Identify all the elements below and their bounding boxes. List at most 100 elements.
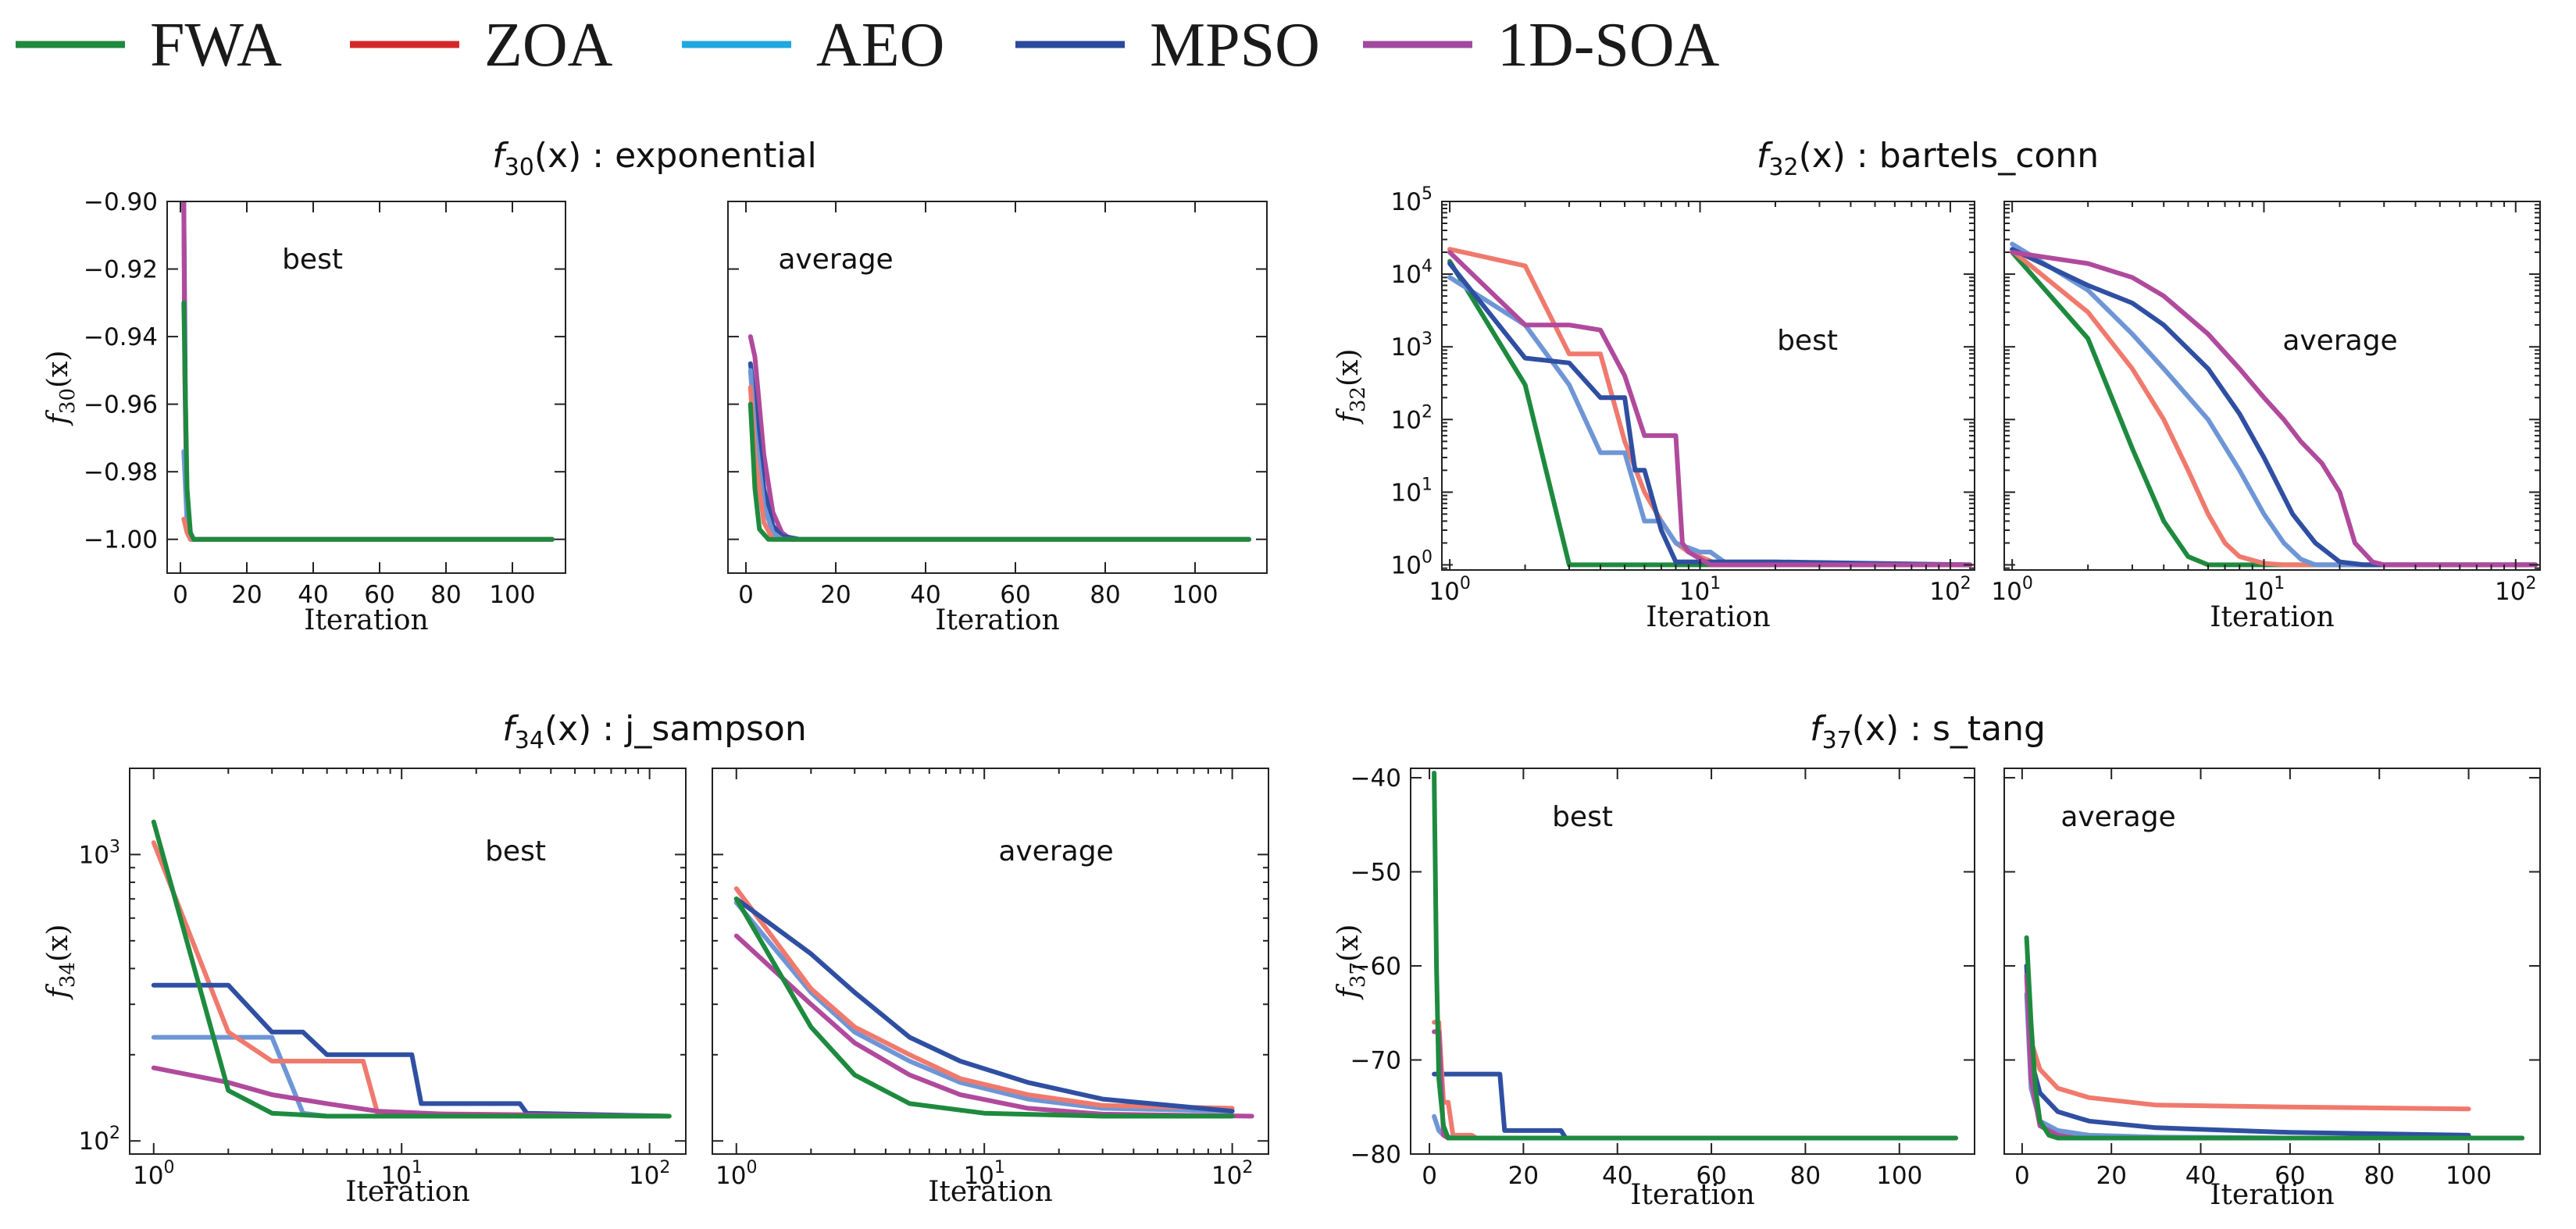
legend-label: 1D-SOA (1497, 11, 1720, 80)
x-tick-label: 100 (2446, 1162, 2492, 1190)
x-tick-label: 60 (364, 581, 394, 609)
x-tick-label: 101 (380, 1158, 422, 1190)
panel-best: 0 20 40 60 80 100 −1.00 −0.98 −0.96 −0.94 −0.92 −0.… (84, 188, 566, 636)
x-tick-label: 101 (1679, 574, 1721, 606)
series-line-1d-soa (1432, 1029, 1958, 1141)
series-line-aeo (733, 899, 1235, 1114)
y-tick-label: −40 (1350, 764, 1401, 793)
panel-annotation: average (998, 835, 1113, 867)
y-tick-label: −50 (1350, 859, 1401, 887)
y-tick-label: −1.00 (84, 526, 158, 554)
x-axis-label: Iteration (935, 604, 1060, 636)
legend-label: AEO (816, 11, 944, 80)
chart-groups: f30(x) : exponential f30(x) 0 20 40 60 80 100 −1… (42, 136, 2541, 1211)
x-tick-label: 100 (1429, 574, 1470, 606)
x-tick-label: 102 (1929, 574, 1971, 606)
y-tick-label: −80 (1350, 1141, 1401, 1169)
legend-item-fwa: FWA (16, 11, 282, 80)
x-tick-label: 0 (2014, 1162, 2030, 1190)
y-tick-label: 102 (79, 1124, 120, 1156)
legend-label: ZOA (484, 11, 613, 80)
series-line-aeo (1432, 1113, 1958, 1141)
x-tick-label: 20 (1508, 1162, 1539, 1190)
x-axis-label: Iteration (304, 604, 429, 636)
y-tick-label: −70 (1350, 1047, 1401, 1075)
series-line-zoa (151, 840, 672, 1119)
x-tick-label: 100 (489, 581, 535, 609)
x-tick-label: 80 (2364, 1162, 2394, 1190)
legend: FWA ZOA AEO MPSO 1D-SOA (16, 11, 1720, 80)
y-tick-label: 100 (1391, 547, 1432, 579)
panel-best: 0 20 40 60 80 100 −80 −70 −60 −50 −40 Iteration best (1350, 764, 1975, 1211)
series-line-fwa (2024, 935, 2525, 1141)
x-axis-label: Iteration (1630, 1179, 1755, 1211)
chart-f30: f30(x) : exponential f30(x) 0 20 40 60 80 100 −1… (42, 136, 1268, 636)
x-tick-label: 102 (629, 1158, 670, 1190)
series-line-mpso (181, 201, 555, 542)
x-axis-label: Iteration (928, 1176, 1053, 1208)
x-tick-label: 100 (1876, 1162, 1922, 1190)
chart-title: f32(x) : bartels_conn (1757, 136, 2099, 181)
series-group (2024, 935, 2525, 1141)
legend-item-zoa: ZOA (350, 11, 613, 80)
x-tick-label: 102 (1211, 1158, 1253, 1190)
y-tick-label: 103 (79, 837, 120, 869)
series-line-aeo (1447, 275, 1973, 568)
panel-annotation: average (2060, 801, 2175, 833)
x-axis-label: Iteration (345, 1176, 470, 1208)
y-axis-label: f34(x) (42, 924, 80, 1001)
panel-best: 100 101 102 102 103 Iteration best (79, 768, 687, 1208)
y-tick-label: 105 (1391, 184, 1432, 216)
series-line-fwa (2010, 250, 2539, 568)
panel-annotation: best (1777, 325, 1838, 357)
y-axis-label: f37(x) (1333, 924, 1370, 1001)
series-line-zoa (747, 385, 1251, 542)
series-line-1d-soa (747, 334, 1251, 542)
y-tick-label: −0.98 (84, 458, 158, 486)
y-tick-label: 101 (1391, 475, 1432, 507)
series-line-fwa (151, 819, 672, 1119)
x-tick-label: 80 (430, 581, 461, 609)
x-tick-label: 0 (1422, 1162, 1437, 1190)
series-line-mpso (1432, 1071, 1958, 1141)
series-line-fwa (1432, 771, 1958, 1141)
y-tick-label: 103 (1391, 330, 1432, 362)
series-line-fwa (733, 896, 1235, 1119)
panel-annotation: best (485, 835, 546, 867)
x-tick-label: 0 (738, 581, 754, 609)
series-line-1d-soa (2010, 250, 2539, 568)
x-tick-label: 60 (2275, 1162, 2305, 1190)
chart-title: f30(x) : exponential (492, 136, 817, 181)
y-tick-label: 104 (1391, 257, 1432, 289)
legend-item-aeo: AEO (682, 11, 944, 80)
series-group (1447, 247, 1973, 568)
panel-annotation: best (282, 244, 343, 276)
x-tick-label: 20 (2096, 1162, 2126, 1190)
x-tick-label: 100 (133, 1158, 174, 1190)
y-tick-label: −0.96 (84, 391, 158, 419)
series-line-mpso (733, 896, 1235, 1114)
plot-frame (2003, 768, 2541, 1155)
plot-frame (1441, 201, 1975, 571)
x-axis-label: Iteration (1646, 601, 1771, 633)
series-line-aeo (151, 1035, 672, 1119)
x-tick-label: 101 (963, 1158, 1004, 1190)
x-tick-label: 102 (2495, 574, 2536, 606)
x-tick-label: 40 (1602, 1162, 1632, 1190)
series-line-mpso (2010, 247, 2539, 568)
x-tick-label: 101 (2243, 574, 2285, 606)
plot-frame (129, 768, 687, 1155)
y-axis-label: f30(x) (42, 351, 80, 427)
series-group (151, 819, 672, 1119)
legend-item-mpso: MPSO (1015, 11, 1320, 80)
panel-average: 100 101 102 Iteration average (1991, 201, 2541, 633)
x-tick-label: 40 (910, 581, 940, 609)
x-tick-label: 40 (2185, 1162, 2216, 1190)
legend-label: MPSO (1150, 11, 1320, 80)
series-group (733, 886, 1254, 1119)
plot-frame (712, 768, 1269, 1155)
series-group (2010, 241, 2539, 568)
x-tick-label: 0 (173, 581, 188, 609)
panel-average: 100 101 102 Iteration average (712, 768, 1269, 1208)
